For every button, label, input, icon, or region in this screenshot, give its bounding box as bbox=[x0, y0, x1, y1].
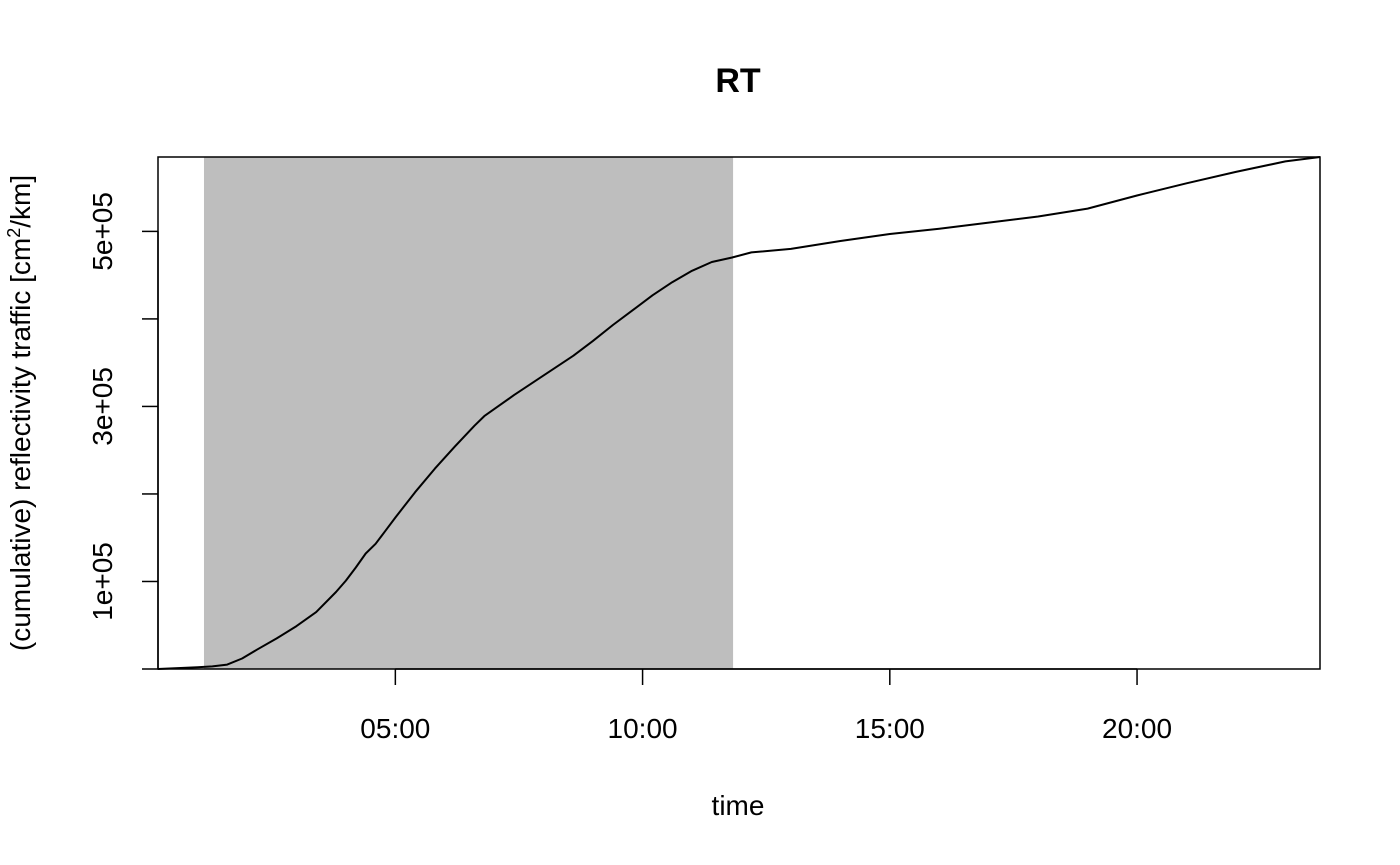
y-axis-label-main: (cumulative) reflectivity traffic [cm bbox=[5, 238, 36, 651]
y-tick-label: 3e+05 bbox=[87, 367, 118, 446]
shaded-region bbox=[203, 157, 734, 669]
y-tick-label: 5e+05 bbox=[87, 192, 118, 271]
y-axis-label: (cumulative) reflectivity traffic [cm2/k… bbox=[4, 175, 36, 651]
x-tick-label: 15:00 bbox=[855, 713, 925, 744]
x-tick-label: 05:00 bbox=[360, 713, 430, 744]
x-tick-label: 20:00 bbox=[1102, 713, 1172, 744]
chart-title: RT bbox=[715, 62, 761, 100]
y-tick-label: 1e+05 bbox=[87, 542, 118, 621]
y-axis: 1e+05 3e+05 5e+05 bbox=[87, 192, 159, 670]
x-tick-label: 10:00 bbox=[608, 713, 678, 744]
y-axis-label-suffix: /km] bbox=[5, 175, 36, 228]
x-axis-label: time bbox=[712, 790, 765, 821]
y-axis-label-superscript: 2 bbox=[4, 228, 24, 238]
cumulative-line bbox=[157, 156, 1321, 670]
x-axis: 05:00 10:00 15:00 20:00 bbox=[360, 668, 1172, 744]
